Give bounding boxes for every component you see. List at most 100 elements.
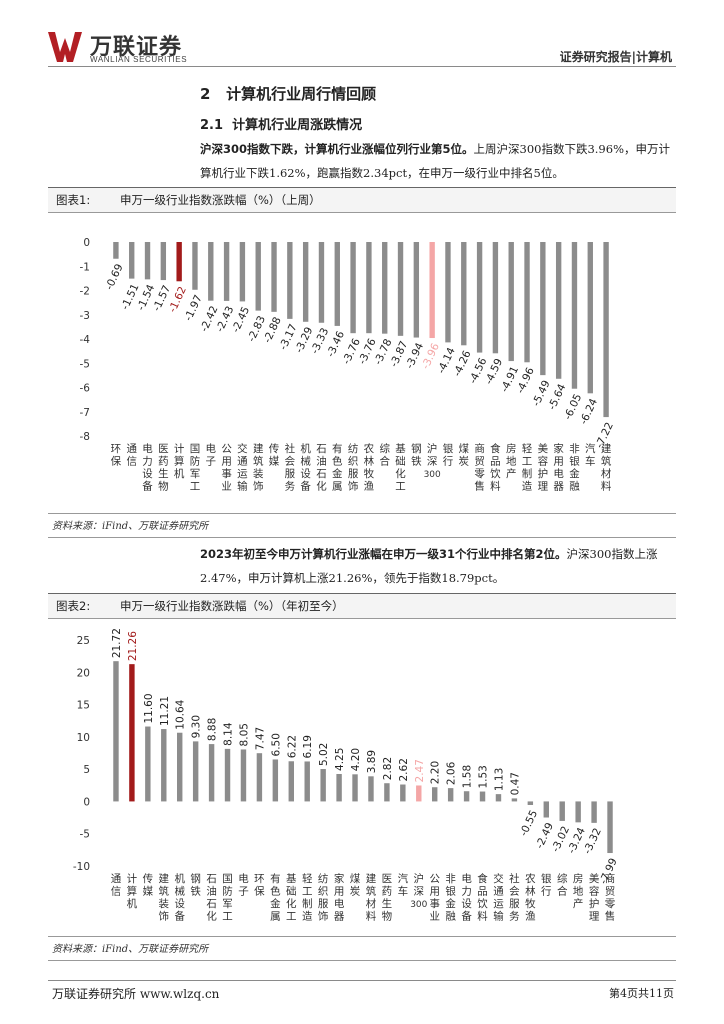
bar: [160, 242, 167, 281]
category-label: 基础化工: [286, 872, 297, 923]
category-label: 环保: [254, 873, 265, 898]
bar: [461, 242, 467, 346]
y-tick-label: 20: [77, 667, 90, 679]
data-label: 6.19: [302, 735, 314, 758]
bar: [575, 801, 581, 823]
data-label: 8.14: [223, 722, 235, 746]
data-label: 4.20: [350, 748, 362, 771]
category-label: 银行: [541, 872, 552, 898]
figure1-source-line: [48, 537, 676, 538]
category-label: 国防军工: [190, 443, 201, 493]
category-label: 公用事业: [429, 873, 440, 923]
bar: [113, 242, 119, 259]
section-title: 2 计算机行业周行情回顾: [200, 85, 377, 103]
category-label: 钢铁: [190, 872, 201, 898]
category-label: 非银金融: [445, 873, 456, 923]
figure1-label: 图表1:: [56, 193, 91, 207]
bar: [240, 749, 247, 802]
bar: [256, 753, 263, 802]
data-label: 6.22: [286, 735, 298, 758]
y-tick-label: -5: [80, 829, 90, 841]
bar: [397, 242, 404, 336]
category-label: 煤炭: [459, 442, 470, 468]
category-label: 机械设备: [174, 872, 185, 923]
data-label: 21.72: [111, 628, 123, 658]
category-label: 综合: [379, 442, 390, 468]
paragraph-week-text: 上周沪深300指数下跌3.96%，申万计算机行业下跌1.62%，跑赢指数2.34…: [200, 142, 670, 180]
data-label: 2.06: [446, 761, 458, 785]
y-tick-label: -2: [80, 286, 90, 298]
bar: [288, 761, 294, 802]
category-label: 建筑材料: [366, 872, 377, 923]
category-label: 建筑装饰: [253, 442, 264, 493]
y-tick-label: 0: [83, 796, 90, 808]
category-label: 沪深 300: [424, 442, 441, 480]
data-label: 10.64: [175, 699, 187, 729]
category-label: 汽车: [398, 872, 409, 898]
category-label: 基础化工: [395, 442, 406, 493]
category-label: 医药生物: [158, 443, 169, 493]
data-label: 1.13: [493, 768, 505, 791]
y-tick-label: -8: [80, 431, 90, 443]
data-label: -1.97: [182, 293, 204, 323]
bar: [524, 242, 530, 363]
y-tick-label: 10: [77, 732, 90, 744]
bar: [508, 242, 514, 362]
bar: [555, 242, 562, 379]
footer-site: 万联证券研究所 www.wlzq.cn: [52, 987, 220, 1001]
category-label: 建筑材料: [601, 442, 612, 493]
bar: [176, 242, 182, 282]
bar: [272, 759, 279, 802]
data-label: 8.05: [238, 723, 250, 746]
bar: [352, 774, 358, 802]
bar: [145, 726, 151, 802]
figure2-source: 资料来源：iFind、万联证券研究所: [52, 944, 209, 955]
figure1-source: 资料来源：iFind、万联证券研究所: [52, 521, 209, 532]
category-label: 农林牧渔: [364, 442, 375, 493]
category-label: 医药生物: [382, 873, 393, 923]
bar: [384, 783, 390, 802]
y-tick-label: 0: [83, 237, 90, 249]
category-label: 食品饮料: [477, 872, 488, 923]
category-label: 计算机: [174, 442, 185, 480]
figure1-bottom-line: [48, 513, 676, 514]
data-label: 5.02: [318, 743, 330, 766]
data-label: 6.50: [270, 733, 282, 756]
bar: [208, 242, 214, 301]
figure2-bottom-line: [48, 936, 676, 937]
bar: [255, 242, 261, 311]
category-label: 煤炭: [350, 872, 361, 898]
bar: [161, 729, 167, 802]
category-label: 农林牧渔: [525, 872, 536, 923]
bar: [432, 787, 438, 802]
bar: [350, 242, 356, 334]
bar: [239, 242, 246, 302]
header-divider: [48, 66, 676, 67]
category-label: 交通运输: [493, 872, 504, 923]
bar: [527, 801, 534, 805]
logo-text-en: WANLIAN SECURITIES: [90, 55, 188, 64]
bar: [192, 741, 199, 802]
bar: [400, 784, 406, 802]
bar: [429, 242, 435, 339]
bar: [129, 664, 135, 802]
bar: [368, 776, 374, 802]
figure1-title: 申万一级行业指数涨跌幅（%）（上周）: [120, 193, 321, 207]
bar: [304, 761, 310, 802]
category-label: 轻工制造: [302, 872, 313, 923]
y-tick-label: -10: [73, 861, 90, 873]
paragraph-ytd-text: 沪深300指数上涨2.47%，申万计算机上涨21.26%，领先于指数18.79p…: [200, 547, 658, 585]
bar: [492, 242, 499, 354]
bar: [559, 801, 565, 821]
bar: [144, 242, 151, 280]
category-label: 汽车: [585, 442, 596, 468]
category-label: 家用电器: [334, 872, 345, 923]
bar: [366, 242, 372, 334]
y-tick-label: -7: [80, 407, 90, 419]
bar: [413, 242, 420, 338]
data-label: 0.47: [509, 772, 521, 795]
category-label: 社会服务: [509, 872, 520, 923]
bar: [113, 661, 119, 802]
y-tick-label: -4: [80, 334, 91, 346]
data-label: 2.82: [382, 757, 394, 780]
